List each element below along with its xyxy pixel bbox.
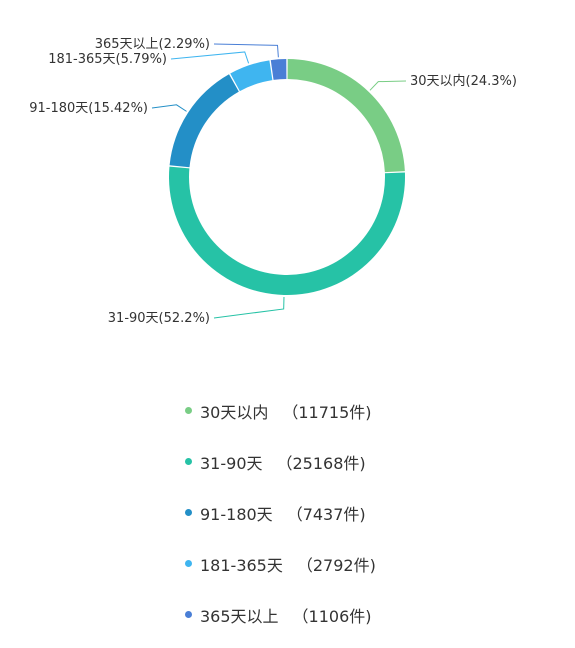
callout-line-3 <box>151 104 187 112</box>
callout-line-1 <box>369 80 407 91</box>
donut-slice-2 <box>168 166 405 295</box>
donut-slice-1 <box>287 59 405 173</box>
legend-count: （11715件) <box>282 402 372 422</box>
legend-dot-icon <box>185 560 192 567</box>
legend-item: 31-90天 （25168件) <box>185 436 376 487</box>
legend-dot-icon <box>185 407 192 414</box>
callout-line-5 <box>213 43 279 58</box>
legend-dot-icon <box>185 458 192 465</box>
donut-chart: 30天以内(24.3%) 31-90天(52.2%) 91-180天(15.42%)… <box>29 37 517 326</box>
callout-line-4 <box>170 51 250 64</box>
legend-item: 30天以内 （11715件) <box>185 385 376 436</box>
callout-line-2 <box>213 296 285 319</box>
legend-item: 91-180天 （7437件) <box>185 487 376 538</box>
slice-label-1: 30天以内(24.3%) <box>410 73 517 89</box>
legend-label: 181-365天 <box>200 555 283 575</box>
legend-label: 91-180天 <box>200 504 273 524</box>
slice-label-3: 91-180天(15.42%) <box>29 101 148 116</box>
legend-label: 365天以上 <box>200 606 279 626</box>
legend-label: 31-90天 <box>200 453 263 473</box>
donut-slices <box>168 59 405 295</box>
slice-label-2: 31-90天(52.2%) <box>108 311 210 326</box>
donut-slice-5 <box>270 59 287 80</box>
chart-legend: 30天以内 （11715件) 31-90天 （25168件) 91-180天 （7437件… <box>185 385 376 640</box>
legend-count: （25168件) <box>276 453 366 473</box>
slice-callouts: 30天以内(24.3%) 31-90天(52.2%) 91-180天(15.42%)… <box>29 37 517 326</box>
donut-slice-4 <box>230 60 273 92</box>
donut-slice-3 <box>169 74 239 168</box>
slice-label-4: 181-365天(5.79%) <box>48 52 167 67</box>
slice-label-5: 365天以上(2.29%) <box>95 37 210 52</box>
legend-count: （1106件) <box>292 606 372 626</box>
legend-count: （2792件) <box>296 555 376 575</box>
legend-count: （7437件) <box>286 504 366 524</box>
legend-item: 181-365天 （2792件) <box>185 538 376 589</box>
legend-label: 30天以内 <box>200 402 269 422</box>
legend-item: 365天以上 （1106件) <box>185 589 376 640</box>
legend-dot-icon <box>185 611 192 618</box>
legend-dot-icon <box>185 509 192 516</box>
